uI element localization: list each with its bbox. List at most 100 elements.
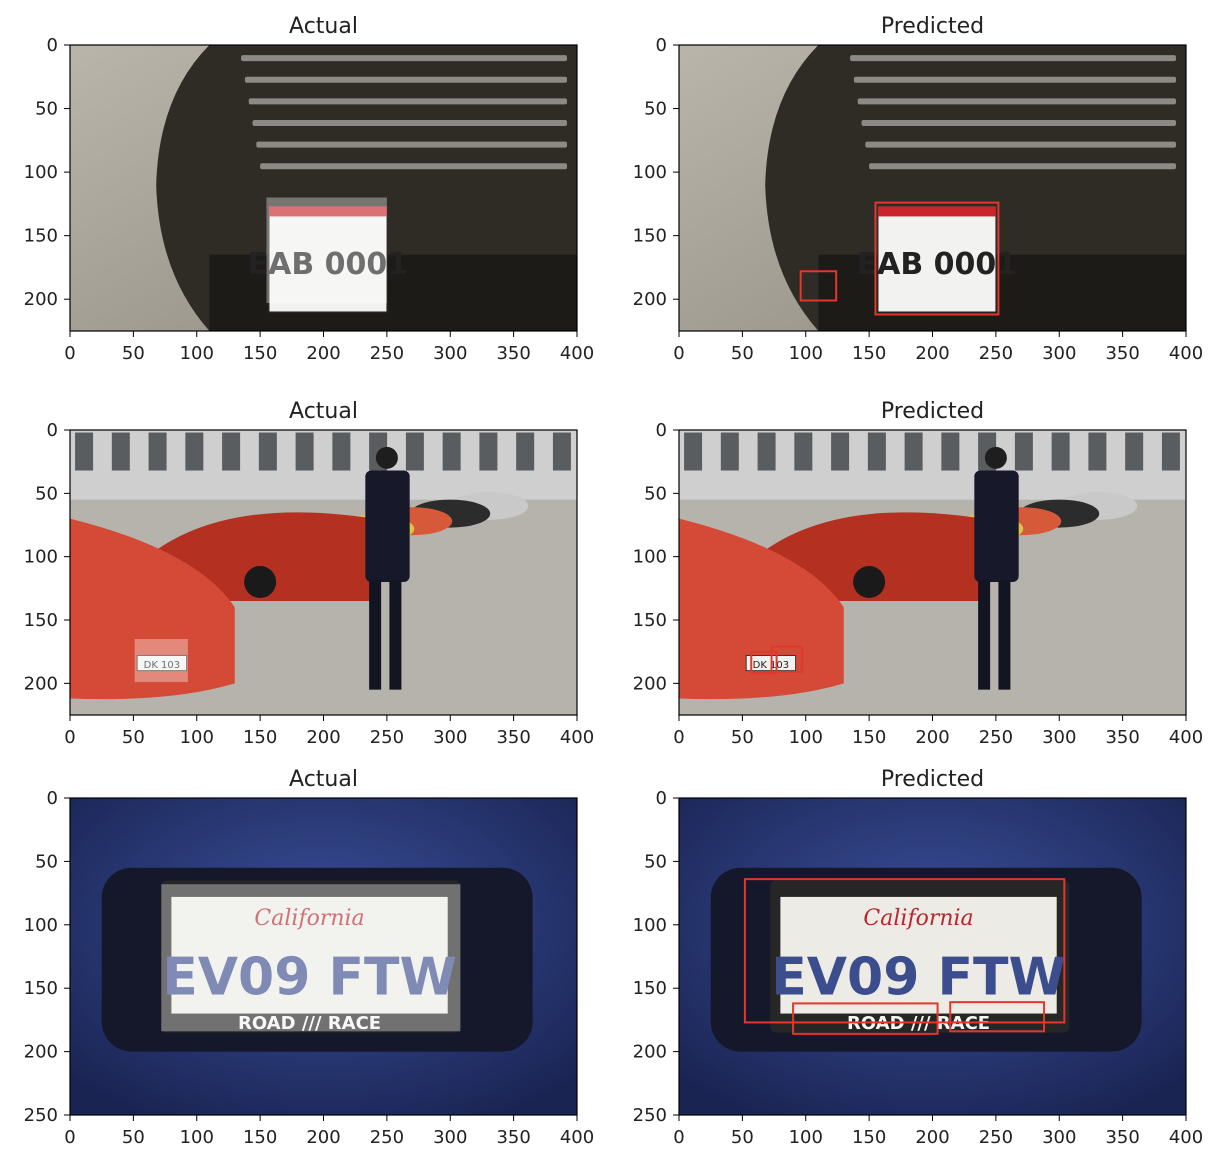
x-tick-label: 150 [243,1127,277,1148]
y-tick-label: 50 [644,99,667,120]
ground-truth-box [266,197,387,304]
x-tick-label: 250 [979,343,1013,364]
x-tick-label: 100 [180,1127,214,1148]
y-tick-label: 100 [633,162,667,183]
predicted-box [792,1002,939,1035]
x-tick-label: 350 [1105,343,1139,364]
x-tick-label: 350 [496,343,530,364]
x-tick-label: 350 [496,727,530,748]
y-tick-label: 0 [47,420,58,441]
subplot-title: Actual [289,14,358,39]
x-tick-label: 300 [1042,727,1076,748]
x-tick-label: 150 [243,727,277,748]
building-windows [75,432,571,471]
x-tick-label: 50 [122,1127,145,1148]
y-tick-label: 100 [633,547,667,568]
x-tick-label: 350 [1105,1127,1139,1148]
x-tick-label: 400 [1169,727,1203,748]
predicted-box [874,201,1000,316]
x-tick-label: 0 [673,727,684,748]
x-tick-label: 250 [370,727,404,748]
x-tick-label: 200 [915,343,949,364]
x-tick-label: 200 [306,343,340,364]
x-tick-label: 250 [979,727,1013,748]
x-tick-label: 0 [64,343,75,364]
x-tick-label: 100 [789,1127,823,1148]
x-tick-label: 200 [306,727,340,748]
y-tick-label: 200 [24,1042,58,1063]
wheel [244,566,277,598]
x-tick-label: 50 [731,343,754,364]
x-tick-label: 150 [852,1127,886,1148]
x-tick-label: 100 [180,727,214,748]
x-tick-label: 300 [1042,343,1076,364]
y-tick-label: 150 [633,226,667,247]
y-tick-label: 50 [35,483,58,504]
subplot-title: Predicted [881,767,984,792]
plate-text: EV09 FTW [162,948,457,1008]
plate-text: DK 103 [144,660,181,671]
photo-image: DK 103 [679,430,1186,715]
x-tick-label: 250 [370,1127,404,1148]
wheel [853,566,886,598]
y-tick-label: 100 [24,547,58,568]
y-tick-label: 150 [24,610,58,631]
x-tick-label: 100 [789,343,823,364]
y-tick-label: 50 [35,851,58,872]
license-plate: EAB 0001 [857,205,1017,313]
x-tick-label: 50 [122,343,145,364]
y-tick-label: 250 [24,1105,58,1126]
x-tick-label: 250 [979,1127,1013,1148]
y-tick-label: 50 [644,483,667,504]
y-tick-label: 100 [24,162,58,183]
car-grille [850,55,1176,170]
x-tick-label: 200 [915,1127,949,1148]
x-tick-label: 150 [852,727,886,748]
y-tick-label: 150 [24,978,58,999]
x-tick-label: 350 [1105,727,1139,748]
y-tick-label: 100 [24,915,58,936]
license-plate: EAB 0001 [248,205,409,313]
photo-image: DK 103 [70,430,577,715]
x-tick-label: 400 [1169,343,1203,364]
x-tick-label: 300 [433,727,467,748]
y-tick-label: 250 [633,1105,667,1126]
ground-truth-box [134,639,188,683]
plate-text: EV09 FTW [771,948,1066,1008]
y-tick-label: 0 [656,788,667,809]
subplot-title: Predicted [881,399,984,424]
x-tick-label: 0 [673,343,684,364]
y-tick-label: 150 [633,978,667,999]
plate-text: EAB 0001 [248,247,409,282]
x-tick-label: 0 [673,1127,684,1148]
officer [974,446,1019,690]
frame-text: ROAD /// RACE [238,1013,381,1034]
x-tick-label: 100 [789,727,823,748]
x-tick-label: 400 [560,1127,594,1148]
officer [365,446,410,690]
y-tick-label: 50 [644,851,667,872]
y-tick-label: 200 [633,289,667,310]
y-tick-label: 150 [633,610,667,631]
predicted-box [799,270,838,302]
x-tick-label: 400 [560,343,594,364]
subplot-title: Predicted [881,14,984,39]
x-tick-label: 150 [852,343,886,364]
x-tick-label: 300 [1042,1127,1076,1148]
y-tick-label: 200 [633,1042,667,1063]
y-tick-label: 0 [656,35,667,56]
x-tick-label: 200 [915,727,949,748]
x-tick-label: 0 [64,1127,75,1148]
photo-image: EAB 0001 [679,45,1186,331]
y-tick-label: 50 [35,99,58,120]
predicted-box [743,878,1066,1024]
ground-truth-box [161,884,461,1032]
